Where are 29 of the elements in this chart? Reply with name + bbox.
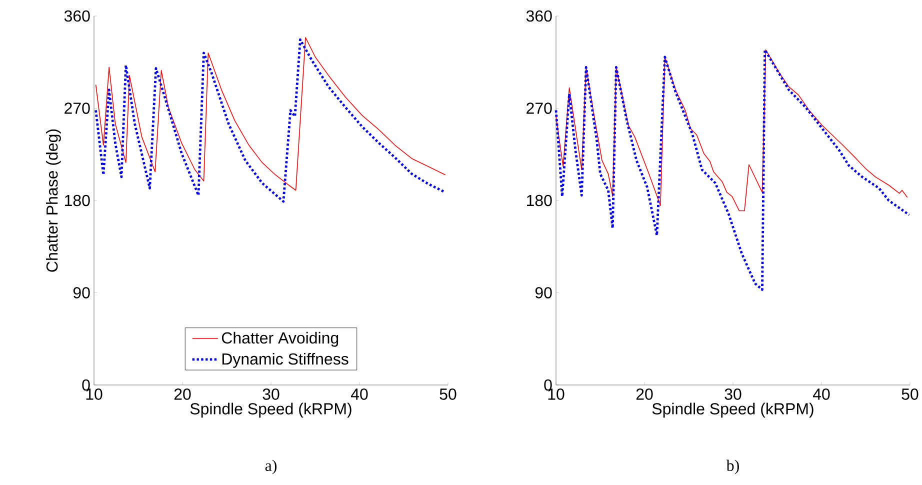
x-axis-title: Spindle Speed (kRPM) (652, 402, 814, 418)
legend-label: Chatter Avoiding (222, 332, 338, 347)
x-tick-label: 20 (174, 388, 191, 400)
x-tick-label: 30 (262, 388, 280, 400)
x-tick-label: 40 (812, 388, 830, 400)
text: a) (265, 460, 277, 474)
legend-label: Dynamic Stiffness (222, 352, 348, 368)
x-tick-label: 40 (350, 388, 368, 400)
line-series (556, 49, 908, 212)
y-tick-label: 180 (526, 194, 552, 206)
y-tick-label: 180 (65, 194, 90, 206)
y-tick-label: 0 (82, 379, 90, 391)
x-tick-label: 20 (636, 388, 653, 400)
y-axis-title: Chatter Phase (deg) (46, 129, 61, 272)
y-tick-label: 90 (535, 287, 552, 298)
x-axis-title: Spindle Speed (kRPM) (190, 402, 352, 418)
x-tick-label: 50 (902, 388, 918, 400)
y-tick-label: 270 (526, 102, 552, 114)
x-tick-label: 30 (724, 388, 742, 400)
x-tick-label: 10 (548, 388, 564, 400)
y-tick-label: 270 (64, 102, 90, 114)
y-tick-label: 360 (64, 10, 90, 22)
text: b) (726, 460, 739, 474)
line-series (554, 48, 910, 291)
y-tick-label: 90 (73, 287, 90, 298)
x-tick-label: 50 (440, 388, 456, 400)
y-tick-label: 360 (526, 10, 552, 22)
y-tick-label: 0 (544, 379, 552, 391)
x-tick-label: 10 (86, 388, 102, 400)
